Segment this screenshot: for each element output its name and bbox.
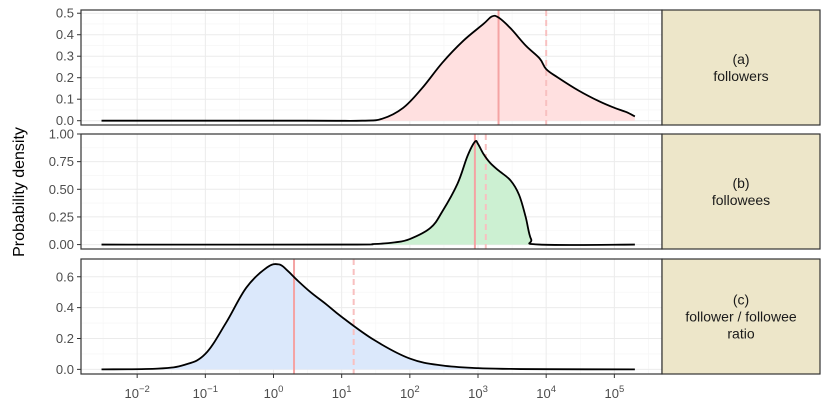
y-tick-label: 0.2: [56, 331, 74, 346]
x-tick-label: 104: [536, 384, 556, 401]
y-axis-title: Probability density: [11, 127, 28, 257]
y-tick-label: 0.5: [56, 6, 74, 21]
y-tick-label: 0.75: [49, 154, 74, 169]
x-tick-label: 10−1: [193, 384, 218, 401]
y-tick-label: 0.6: [56, 269, 74, 284]
y-tick-label: 0.50: [49, 182, 74, 197]
y-tick-label: 0.3: [56, 49, 74, 64]
panel-border: [80, 133, 663, 250]
y-tick-label: 0.4: [56, 300, 74, 315]
x-tick-label: 103: [468, 384, 488, 401]
facet-strip-label: (c): [733, 292, 749, 308]
facet-strip: [661, 258, 821, 375]
x-tick-label: 105: [604, 384, 624, 401]
y-tick-label: 0.0: [56, 113, 74, 128]
density-curve: [101, 139, 635, 246]
facet-strip-label: ratio: [727, 326, 754, 342]
facet-strip-label: (a): [732, 51, 749, 67]
density-curve: [101, 14, 636, 122]
x-axis: 10−2 10−1 100 101 102 103 104 105: [125, 374, 624, 401]
y-tick-label: 1.00: [49, 127, 74, 142]
y-tick-label: 0.25: [49, 209, 74, 224]
grid: [81, 10, 662, 125]
density-area: [101, 15, 635, 121]
x-tick-label: 102: [400, 384, 420, 401]
facet-strip-label: (b): [732, 175, 749, 191]
facet-strip-label: followers: [713, 68, 768, 84]
grid: [81, 133, 662, 249]
facet-strip-label: follower / followee: [685, 309, 796, 325]
facet-strip: [661, 133, 821, 250]
y-tick-label: 0.00: [49, 237, 74, 252]
x-tick-label: 10−2: [125, 384, 150, 401]
y-tick-label: 0.1: [56, 92, 74, 107]
facet-panel: 0.00 0.25 0.50 0.75 1.00 (b)followees: [49, 127, 821, 252]
y-tick-label: 0.2: [56, 70, 74, 85]
facet-strip-label: followees: [712, 192, 770, 208]
x-tick-label: 100: [264, 384, 284, 401]
facet-panel: 0.0 0.1 0.2 0.3 0.4 0.5 (a)followers: [56, 6, 821, 128]
y-tick-label: 0.4: [56, 27, 74, 42]
x-tick-label: 101: [332, 384, 352, 401]
density-area: [101, 140, 635, 246]
y-tick-label: 0.0: [56, 362, 74, 377]
density-area: [101, 264, 635, 370]
density-curve: [101, 263, 635, 371]
facets: 0.00.10.20.30.40.5(a)followers0.000.250.…: [49, 6, 821, 377]
facet-strip: [661, 9, 821, 126]
